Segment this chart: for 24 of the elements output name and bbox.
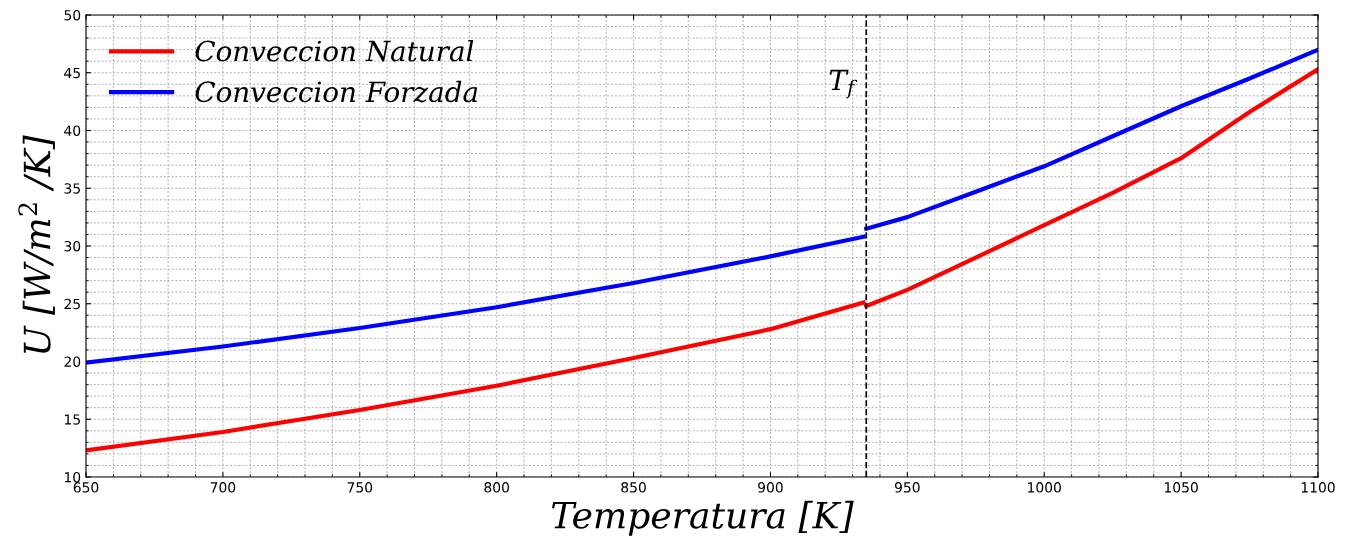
y-tick-label: 40 [64,125,81,136]
x-tick-label: 1100 [1301,482,1335,493]
ref-line-label: T$_{f}$ [829,69,858,99]
y-tick-label: 50 [64,9,81,21]
x-tick-label: 700 [210,482,236,493]
y-tick-label: 35 [64,183,80,194]
legend-label: Conveccion Forzada [195,80,478,103]
x-tick-label: 1050 [1164,482,1198,493]
y-tick-label: 20 [64,356,81,367]
y-tick-label: 45 [64,67,80,79]
y-tick-label: 15 [64,414,80,425]
x-axis-title: Temperatura [K] [552,500,854,536]
x-tick-label: 750 [347,482,373,493]
y-tick-label: 25 [64,298,80,310]
y-tick-label: 10 [64,471,81,483]
x-tick-label: 900 [758,482,783,493]
x-tick-label: 950 [894,482,920,493]
x-tick-label: 650 [73,482,99,493]
x-tick-label: 1000 [1028,482,1061,493]
y-axis-title: U [W/m$^{2}$ /K] [18,135,55,353]
legend-label: Conveccion Natural [195,40,474,62]
y-tick-label: 30 [64,240,81,252]
x-tick-label: 800 [484,482,509,493]
x-tick-label: 850 [621,482,646,493]
